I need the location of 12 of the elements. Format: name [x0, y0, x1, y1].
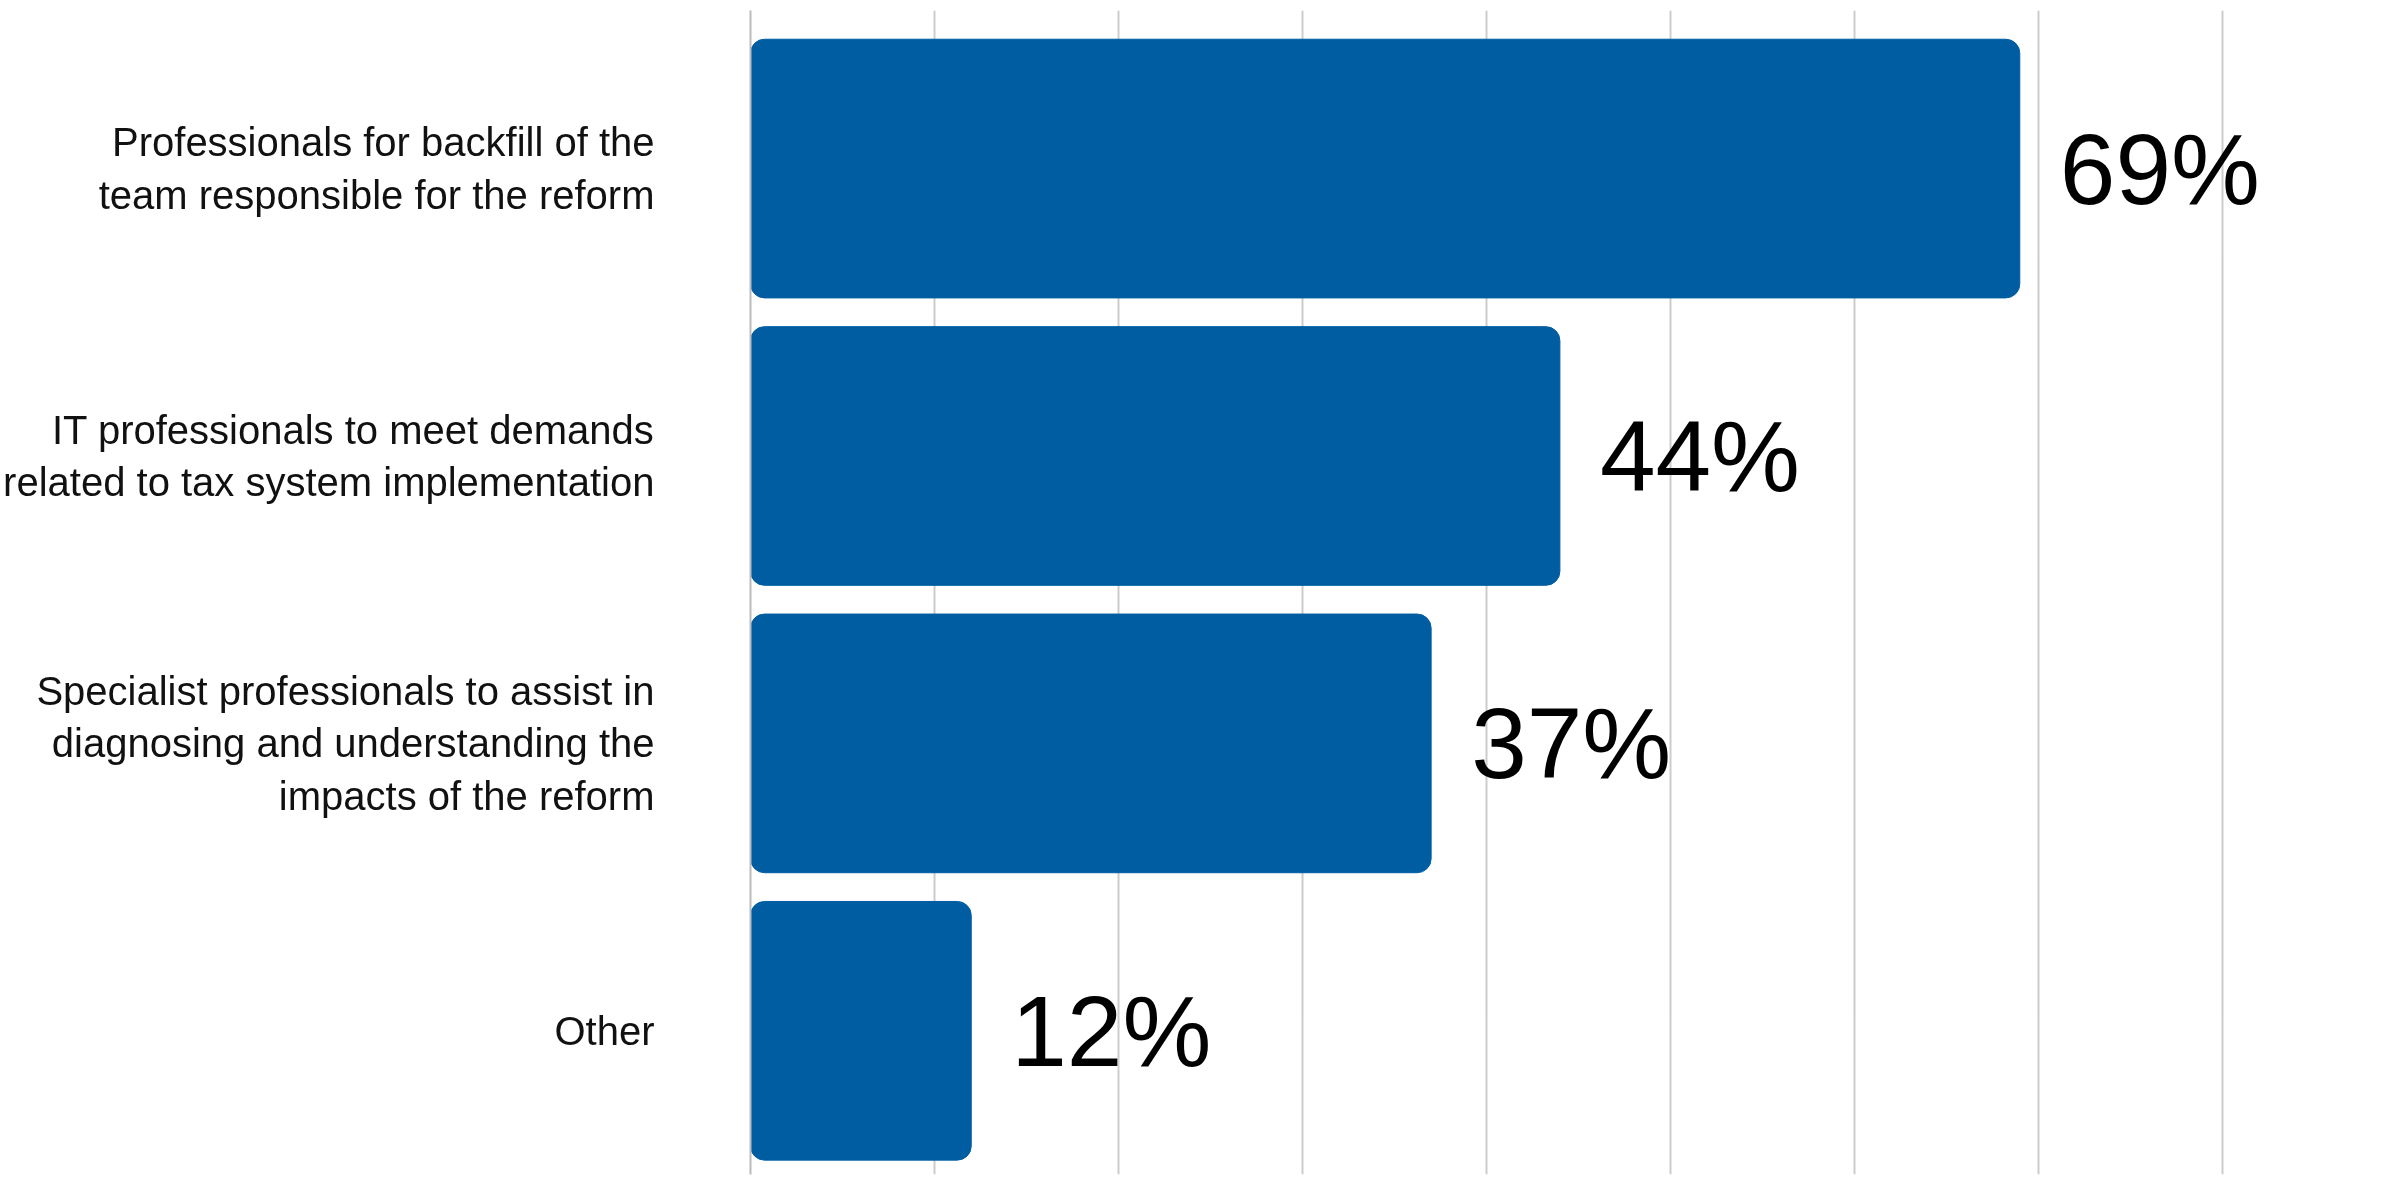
data-label: 12% — [1011, 974, 1212, 1087]
bar — [750, 38, 2021, 299]
bar — [750, 326, 1561, 586]
y-tick-label: IT professionals to meet demands related to tax system implementation — [3, 407, 655, 505]
bar — [750, 900, 972, 1161]
bar — [750, 613, 1432, 874]
y-tick-label: Specialist professionals to assist in diagnosing and understanding the impacts of the reform — [36, 668, 655, 819]
y-tick-label: Professionals for backfill of the team responsible for the reform — [98, 120, 655, 217]
data-label: 37% — [1471, 687, 1672, 800]
data-label: 69% — [2059, 112, 2260, 225]
data-label: 44% — [1599, 399, 1801, 512]
y-tick-label: Other — [554, 1008, 655, 1053]
